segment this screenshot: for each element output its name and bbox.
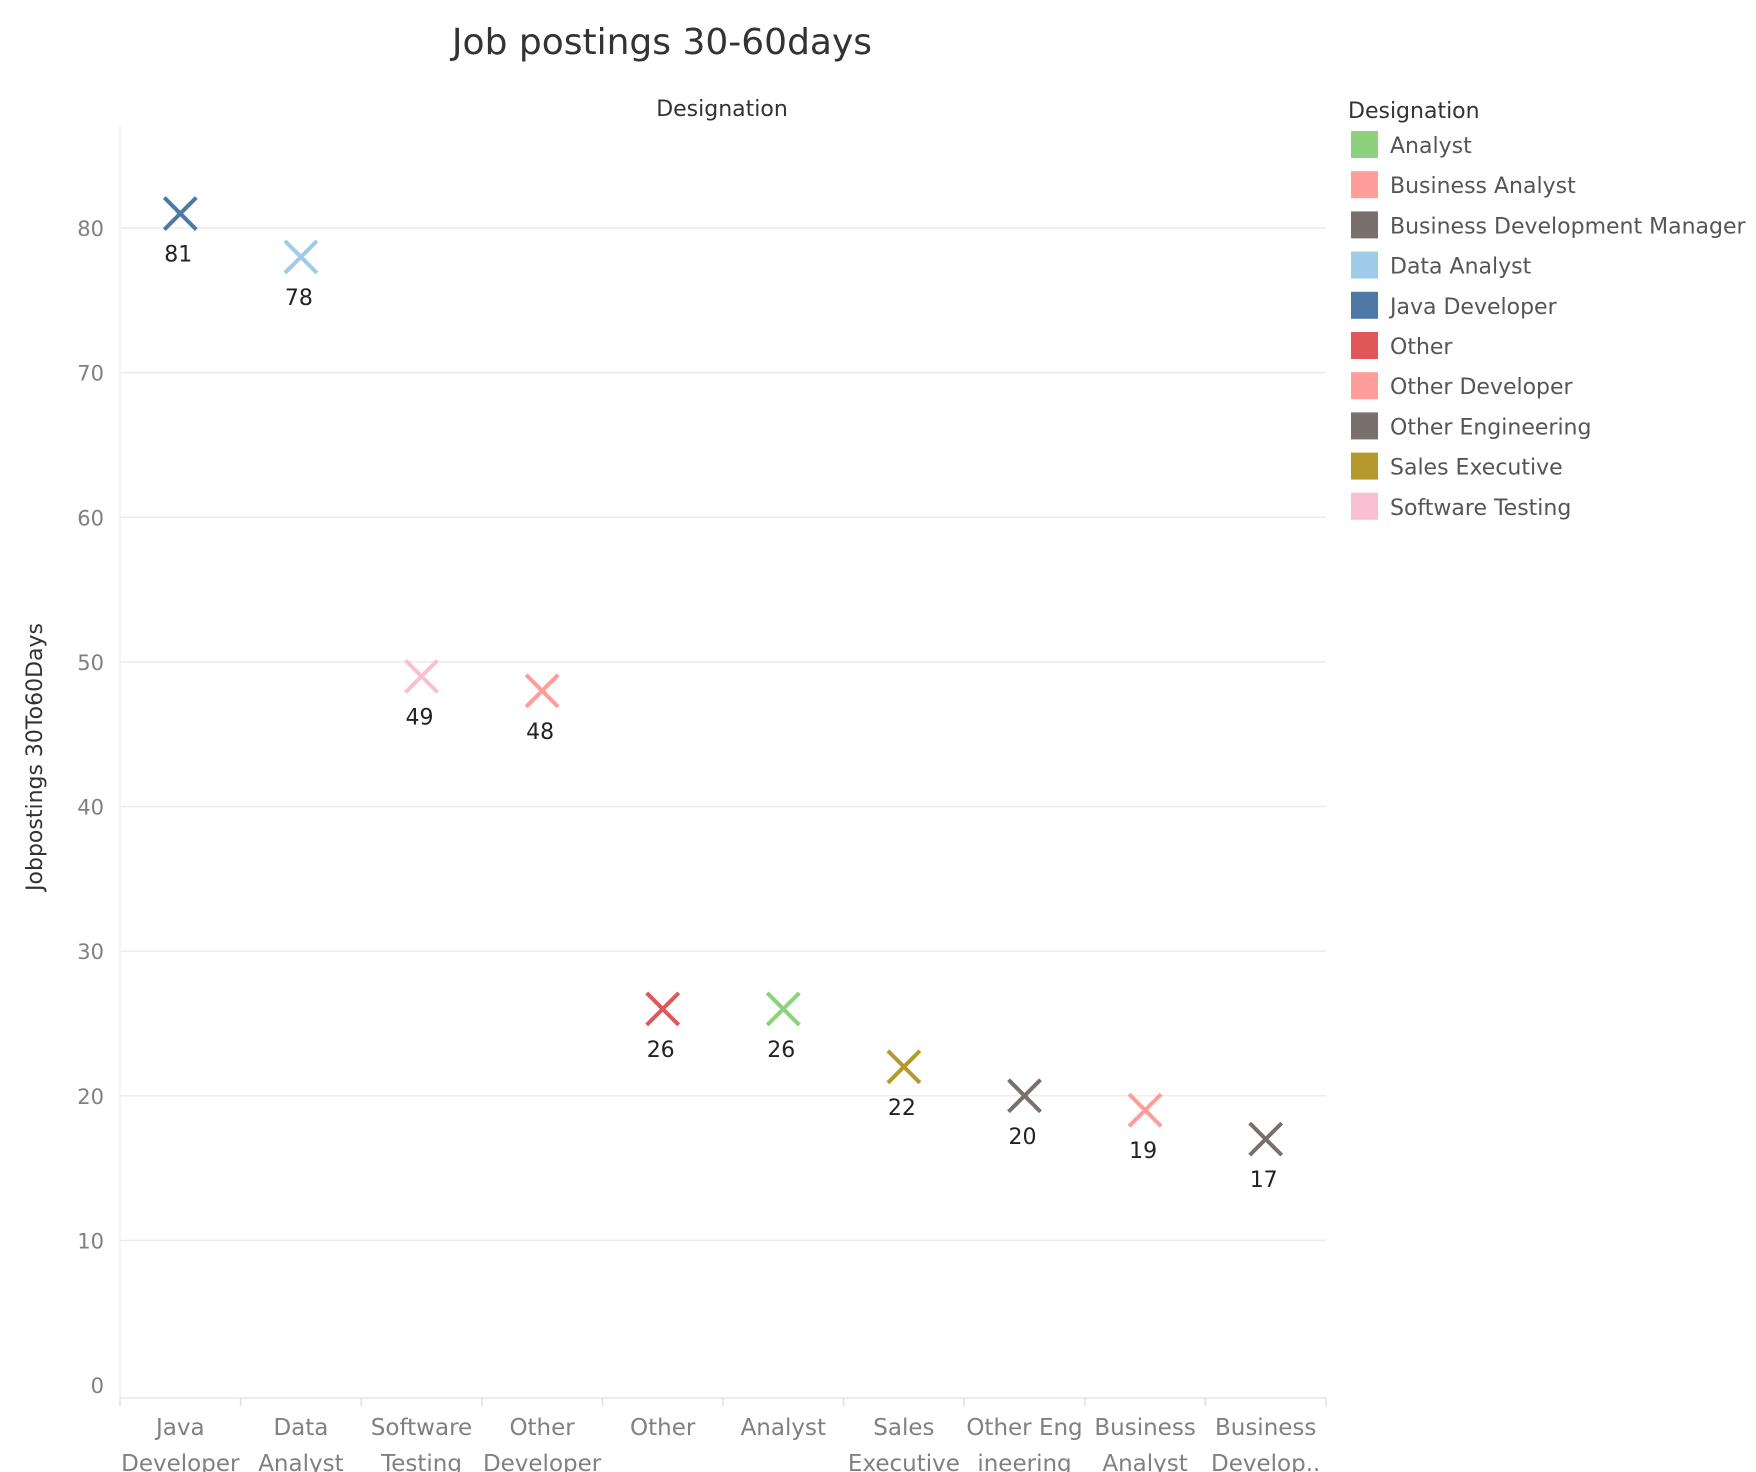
legend-swatch [1351, 372, 1378, 400]
chart-title: Job postings 30-60days [450, 22, 872, 63]
data-label: 17 [1250, 1168, 1278, 1193]
data-point-marker [1248, 1121, 1284, 1157]
data-points: 81 78 49 48 26 26 22 20 19 17 [162, 196, 1284, 1193]
data-point-marker [162, 196, 198, 231]
y-tick-label: 40 [77, 796, 104, 820]
data-point-marker [886, 1049, 922, 1085]
x-tick-label: Sales Executive [848, 1415, 960, 1472]
legend-swatch [1351, 211, 1378, 239]
data-point-marker [404, 658, 439, 694]
y-axis-label: Jobpostings 30To60Days [23, 623, 48, 893]
y-tick-label: 30 [77, 940, 104, 964]
x-tick-label: Other Developer [483, 1415, 602, 1472]
legend-swatch [1351, 492, 1378, 520]
gridlines [120, 227, 1326, 1242]
data-label: 22 [888, 1096, 916, 1121]
y-tick-labels: 0 10 20 30 40 50 60 70 80 [77, 217, 104, 1398]
data-point-marker [1007, 1078, 1042, 1114]
y-tick-label: 0 [91, 1374, 104, 1398]
x-tick-label: Business Analyst [1094, 1415, 1195, 1472]
x-tick-label: Other Eng ineering [966, 1415, 1082, 1472]
data-point-marker [645, 991, 681, 1027]
data-point-marker [524, 673, 560, 709]
legend-title: Designation [1348, 99, 1480, 124]
legend: Designation Analyst Business Analyst Busine… [1348, 99, 1746, 521]
legend-item-label: Other Developer [1390, 375, 1574, 400]
legend-swatch [1351, 131, 1378, 158]
legend-swatch [1351, 452, 1378, 480]
axes [119, 126, 1327, 1406]
legend-swatch [1351, 251, 1378, 279]
legend-swatch [1351, 332, 1378, 359]
legend-item-label: Analyst [1390, 134, 1472, 159]
legend-item-label: Java Developer [1388, 295, 1558, 320]
data-label: 81 [164, 243, 192, 268]
data-label: 20 [1009, 1125, 1037, 1150]
legend-item-label: Sales Executive [1390, 456, 1563, 481]
x-tick-label: Business Develop.. [1211, 1415, 1320, 1472]
legend-item-label: Other Engineering [1390, 415, 1591, 440]
data-label: 48 [526, 720, 554, 745]
x-tick-label: Data Analyst [258, 1415, 343, 1472]
y-tick-label: 60 [77, 506, 104, 530]
x-tick-label: Other [630, 1415, 696, 1441]
y-tick-label: 80 [77, 217, 104, 241]
legend-swatch [1351, 291, 1378, 319]
data-label: 78 [285, 286, 313, 311]
data-label: 19 [1129, 1139, 1157, 1164]
y-tick-label: 50 [77, 651, 104, 675]
x-tick-label: Analyst [741, 1415, 826, 1441]
data-point-marker [765, 991, 801, 1027]
y-tick-label: 10 [77, 1229, 104, 1253]
legend-item-label: Business Development Manager [1390, 214, 1746, 239]
y-tick-label: 70 [77, 362, 104, 386]
data-label: 26 [767, 1038, 795, 1063]
column-header: Designation [656, 97, 788, 122]
data-point-marker [1127, 1092, 1163, 1128]
x-tick-label: Software Testing [371, 1415, 472, 1472]
data-point-marker [283, 239, 319, 275]
legend-swatch [1351, 412, 1378, 440]
x-tick-label: Java Developer [121, 1415, 240, 1472]
legend-item-label: Business Analyst [1390, 174, 1576, 199]
y-tick-label: 20 [77, 1085, 104, 1109]
legend-item-label: Data Analyst [1390, 255, 1532, 280]
data-label: 26 [647, 1038, 675, 1063]
data-label: 49 [406, 705, 434, 730]
legend-item-label: Other [1390, 335, 1453, 360]
legend-swatch [1351, 171, 1378, 199]
legend-item-label: Software Testing [1390, 496, 1571, 521]
